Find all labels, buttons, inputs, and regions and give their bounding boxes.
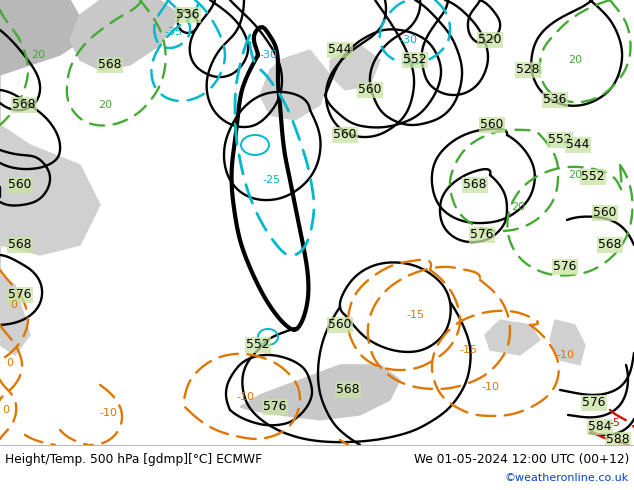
Text: -30: -30 bbox=[259, 50, 277, 60]
Text: 544: 544 bbox=[328, 44, 352, 56]
Text: ©weatheronline.co.uk: ©weatheronline.co.uk bbox=[505, 473, 629, 483]
Text: 576: 576 bbox=[8, 289, 32, 301]
Text: 544: 544 bbox=[566, 139, 590, 151]
Text: -10: -10 bbox=[99, 408, 117, 418]
Polygon shape bbox=[330, 45, 380, 90]
Text: -5: -5 bbox=[609, 418, 621, 428]
Polygon shape bbox=[0, 0, 90, 75]
Text: 568: 568 bbox=[12, 98, 36, 112]
Text: 552: 552 bbox=[548, 133, 572, 147]
Text: Height/Temp. 500 hPa [gdmp][°C] ECMWF: Height/Temp. 500 hPa [gdmp][°C] ECMWF bbox=[5, 453, 262, 466]
Text: 560: 560 bbox=[328, 318, 352, 331]
Text: 552: 552 bbox=[581, 171, 605, 183]
Polygon shape bbox=[240, 365, 400, 420]
Text: 576: 576 bbox=[470, 228, 494, 242]
Text: 536: 536 bbox=[543, 94, 567, 106]
Text: 576: 576 bbox=[263, 400, 287, 414]
Text: 0: 0 bbox=[6, 358, 13, 368]
Text: 552: 552 bbox=[403, 53, 427, 67]
Text: -10: -10 bbox=[236, 392, 254, 402]
Text: 0: 0 bbox=[11, 300, 18, 310]
Text: 568: 568 bbox=[598, 239, 622, 251]
Text: 560: 560 bbox=[593, 206, 617, 220]
Polygon shape bbox=[70, 0, 180, 70]
Polygon shape bbox=[0, 0, 100, 255]
Text: -30: -30 bbox=[399, 35, 417, 45]
Text: 560: 560 bbox=[358, 83, 382, 97]
Text: 20: 20 bbox=[568, 170, 582, 180]
Text: 568: 568 bbox=[336, 384, 359, 396]
Text: -35: -35 bbox=[164, 27, 182, 37]
Text: -25: -25 bbox=[263, 175, 281, 185]
Text: 576: 576 bbox=[553, 261, 577, 273]
Text: 568: 568 bbox=[8, 239, 32, 251]
Text: 20: 20 bbox=[511, 202, 525, 212]
Text: We 01-05-2024 12:00 UTC (00+12): We 01-05-2024 12:00 UTC (00+12) bbox=[413, 453, 629, 466]
Text: 588: 588 bbox=[606, 434, 630, 446]
Text: 560: 560 bbox=[8, 178, 32, 192]
Text: 20: 20 bbox=[31, 50, 45, 60]
Text: -10: -10 bbox=[481, 382, 499, 392]
Polygon shape bbox=[550, 320, 585, 365]
Polygon shape bbox=[0, 245, 30, 355]
Polygon shape bbox=[260, 50, 330, 120]
Text: 0: 0 bbox=[3, 405, 10, 415]
Text: 536: 536 bbox=[176, 8, 200, 22]
Text: -15: -15 bbox=[406, 310, 424, 320]
Text: -10: -10 bbox=[556, 350, 574, 360]
Text: 568: 568 bbox=[98, 58, 122, 72]
Polygon shape bbox=[485, 320, 540, 355]
Text: 576: 576 bbox=[582, 396, 605, 410]
Text: 20: 20 bbox=[98, 100, 112, 110]
Text: 568: 568 bbox=[463, 178, 487, 192]
Text: -15: -15 bbox=[459, 345, 477, 355]
Text: 560: 560 bbox=[333, 128, 357, 142]
Text: 20: 20 bbox=[568, 55, 582, 65]
Text: 560: 560 bbox=[481, 119, 503, 131]
Text: 584: 584 bbox=[588, 420, 612, 434]
Text: 528: 528 bbox=[516, 64, 540, 76]
Text: 520: 520 bbox=[478, 33, 501, 47]
Text: 552: 552 bbox=[246, 339, 269, 351]
